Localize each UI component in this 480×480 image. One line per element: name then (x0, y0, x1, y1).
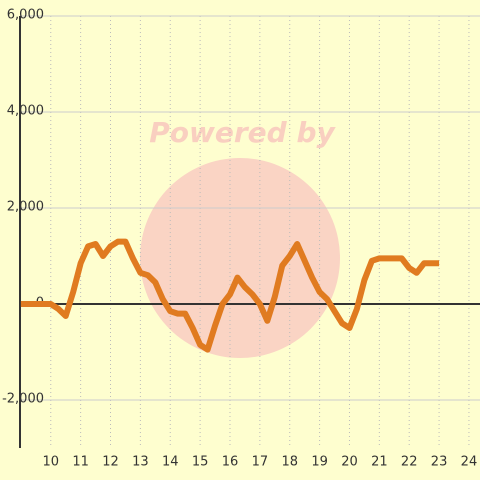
x-tick-label: 18 (281, 455, 298, 470)
x-tick-label: 19 (311, 455, 328, 470)
x-tick-label: 12 (102, 455, 119, 470)
x-tick-label: 17 (252, 455, 269, 470)
x-tick-label: 24 (461, 455, 478, 470)
x-tick-label: 21 (371, 455, 388, 470)
y-tick-label: 2,000 (7, 200, 44, 215)
x-tick-label: 10 (42, 455, 59, 470)
x-tick-label: 15 (192, 455, 209, 470)
x-tick-label: 22 (401, 455, 418, 470)
x-tick-label: 11 (72, 455, 89, 470)
y-tick-label: -2,000 (2, 392, 44, 407)
x-tick-label: 20 (341, 455, 358, 470)
x-tick-label: 16 (222, 455, 239, 470)
y-tick-label: 6,000 (7, 8, 44, 23)
watermark: Powered by (149, 116, 336, 149)
y-tick-label: 4,000 (7, 104, 44, 119)
x-tick-label: 23 (431, 455, 448, 470)
x-tick-label: 14 (162, 455, 179, 470)
x-tick-label: 13 (132, 455, 149, 470)
line (20, 238, 440, 353)
